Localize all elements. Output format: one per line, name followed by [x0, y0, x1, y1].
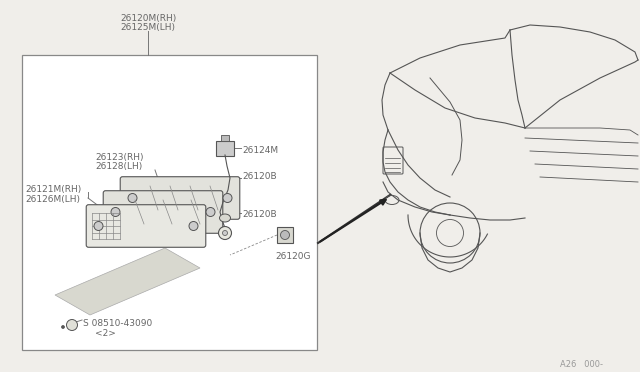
- Text: 26120M(RH): 26120M(RH): [120, 14, 176, 23]
- Text: 26120B: 26120B: [242, 210, 276, 219]
- Bar: [216, 141, 234, 155]
- Circle shape: [218, 227, 232, 240]
- Text: A26   000-: A26 000-: [560, 360, 603, 369]
- Text: 26121M(RH): 26121M(RH): [25, 185, 81, 194]
- Circle shape: [223, 193, 232, 202]
- Circle shape: [206, 208, 215, 217]
- Text: S 08510-43090: S 08510-43090: [83, 319, 152, 328]
- Text: 26120B: 26120B: [242, 172, 276, 181]
- Circle shape: [128, 193, 137, 202]
- Circle shape: [189, 221, 198, 231]
- Circle shape: [280, 231, 289, 240]
- FancyBboxPatch shape: [120, 177, 240, 219]
- Text: <2>: <2>: [95, 329, 116, 338]
- Circle shape: [67, 320, 77, 330]
- Text: S: S: [70, 322, 74, 328]
- Bar: [277, 227, 293, 243]
- Bar: [22, 55, 317, 350]
- Text: 26123(RH): 26123(RH): [95, 153, 143, 162]
- Circle shape: [61, 326, 65, 328]
- Ellipse shape: [220, 214, 230, 222]
- Bar: [221, 135, 229, 141]
- FancyBboxPatch shape: [86, 205, 206, 247]
- Text: 26126M(LH): 26126M(LH): [25, 195, 80, 204]
- Circle shape: [223, 231, 227, 235]
- Circle shape: [94, 221, 103, 231]
- Text: 26128(LH): 26128(LH): [95, 162, 142, 171]
- Text: 26125M(LH): 26125M(LH): [120, 23, 175, 32]
- Circle shape: [111, 208, 120, 217]
- Polygon shape: [55, 248, 200, 315]
- Text: 26120G: 26120G: [275, 252, 310, 261]
- Text: 26124M: 26124M: [242, 146, 278, 155]
- FancyBboxPatch shape: [103, 191, 223, 233]
